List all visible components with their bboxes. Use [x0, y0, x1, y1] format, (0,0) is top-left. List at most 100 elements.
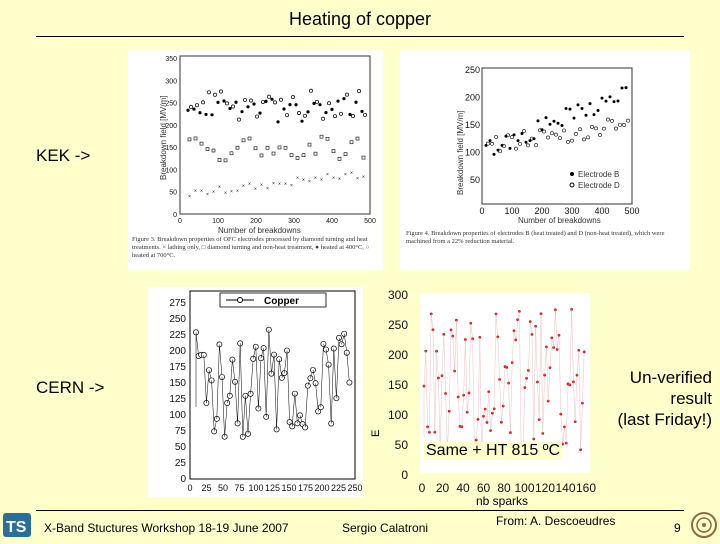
fig4-point-b [525, 141, 528, 144]
copper-y-tick-3: 200 [169, 346, 186, 357]
fig4-legend-marker-b [570, 172, 574, 176]
fig3-point-heated700 [351, 114, 354, 117]
fig3-point-nonheat [212, 149, 215, 152]
fig3-point-heated700 [243, 98, 246, 101]
fig3-ylabel: Breakdown field [MV/m] [159, 96, 168, 180]
fig3-point-heated400 [294, 103, 297, 106]
fig4-point-d [582, 138, 585, 141]
fig4-x-tick-1: 100 [504, 206, 519, 216]
fig3-x-tick-0: 0 [178, 218, 182, 225]
fig4-point-b [553, 120, 556, 123]
kek-label: KEK -> [36, 146, 90, 166]
fig4-point-b [585, 114, 588, 117]
fig3-point-heated700 [201, 101, 204, 104]
fig3-point-heated700 [321, 117, 324, 120]
copper-series-line [206, 370, 209, 403]
fig3-x-tick-1: 100 [212, 218, 224, 225]
descoeudres-x-tick-7: 140 [555, 481, 575, 495]
fig4-point-d [486, 142, 489, 145]
fig3-point-nonheat [266, 146, 269, 149]
fig3-point-heated400 [264, 100, 267, 103]
descoeudres-point [583, 350, 586, 353]
fig3-point-lathe: × [236, 189, 239, 195]
fig3-point-nonheat [188, 138, 191, 141]
fig3-point-heated700 [357, 90, 360, 93]
fig3-point-heated400 [204, 113, 207, 116]
fig3-point-lathe: × [266, 186, 269, 192]
copper-series-line [225, 403, 228, 437]
unverified-line-3: (last Friday!) [600, 409, 712, 430]
fig3-x-tick-5: 500 [364, 218, 376, 225]
copper-series-line [284, 351, 287, 373]
copper-series-line [222, 377, 225, 437]
copper-series-line [230, 360, 233, 396]
fig3-point-lathe: × [242, 184, 245, 190]
fig4-point-b [501, 144, 504, 147]
fig4-point-d [602, 127, 605, 130]
same-ht-label: Same + HT 815 ºC [424, 442, 562, 460]
fig4-point-d [550, 132, 553, 135]
fig4-point-b [557, 122, 560, 125]
fig4-point-d [558, 136, 561, 139]
unverified-line-1: Un-verified [600, 367, 712, 388]
descoeudres-x-tick-2: 40 [456, 481, 470, 495]
fig3-point-nonheat [332, 150, 335, 153]
fig4-point-d [626, 119, 629, 122]
fig3-point-nonheat [200, 142, 203, 145]
fig3-point-heated400 [360, 110, 363, 113]
fig4-point-b [613, 100, 616, 103]
unverified-line-2: result [600, 388, 712, 409]
fig4-point-d [614, 127, 617, 130]
fig3-point-heated700 [273, 101, 276, 104]
fig4-y-tick-4: 50 [470, 175, 480, 185]
copper-point [310, 367, 315, 372]
copper-series-line [277, 359, 280, 429]
fig3-point-heated700 [231, 105, 234, 108]
fig3-point-lathe: × [326, 172, 329, 178]
fig4-ylabel: Breakdown field [MV/m] [456, 111, 465, 195]
copper-series-line [347, 353, 350, 383]
copper-series-line [256, 347, 259, 409]
fig4-y-tick-2: 150 [465, 120, 480, 130]
fig3-point-heated700 [303, 114, 306, 117]
fig3-point-lathe: × [350, 170, 353, 176]
fig3-point-heated700 [285, 114, 288, 117]
fig3-point-lathe: × [314, 175, 317, 181]
fig3-point-heated700 [315, 100, 318, 103]
fig3-point-lathe: × [248, 182, 251, 188]
copper-series-line [245, 396, 248, 434]
fig4-legend-b: Electrode B [578, 170, 619, 179]
fig4-point-b [485, 144, 488, 147]
cern-logo-icon [690, 511, 718, 539]
copper-series-line [217, 344, 220, 418]
copper-series-line [238, 343, 241, 423]
fig3-point-lathe: × [206, 192, 209, 198]
copper-series-line [240, 343, 243, 436]
descoeudres-xlabel: nb sparks [476, 494, 528, 508]
copper-series-line [292, 394, 295, 427]
fig3-point-heated700 [279, 98, 282, 101]
copper-x-tick-2: 50 [218, 483, 228, 493]
descoeudres-y-tick-0: 300 [388, 288, 408, 302]
fig4-point-b [597, 109, 600, 112]
fig4-point-b [565, 107, 568, 110]
fig3-point-lathe: × [194, 188, 197, 194]
fig3-point-lathe: × [296, 176, 299, 182]
fig3-point-nonheat [284, 146, 287, 149]
fig4-point-d [618, 123, 621, 126]
fig4-x-tick-5: 500 [624, 206, 639, 216]
fig3-point-heated400 [306, 110, 309, 113]
descoeudres-y-tick-3: 150 [388, 378, 408, 392]
fig3-point-nonheat [236, 146, 239, 149]
copper-series-line [204, 355, 207, 403]
fig3-point-nonheat [272, 152, 275, 155]
copper-y-tick-2: 225 [169, 330, 186, 341]
fig3-point-lathe: × [254, 186, 257, 192]
fig3-point-lathe: × [308, 179, 311, 185]
fig3-point-nonheat [290, 154, 293, 157]
fig3-point-nonheat [194, 137, 197, 140]
fig3-point-nonheat [308, 143, 311, 146]
